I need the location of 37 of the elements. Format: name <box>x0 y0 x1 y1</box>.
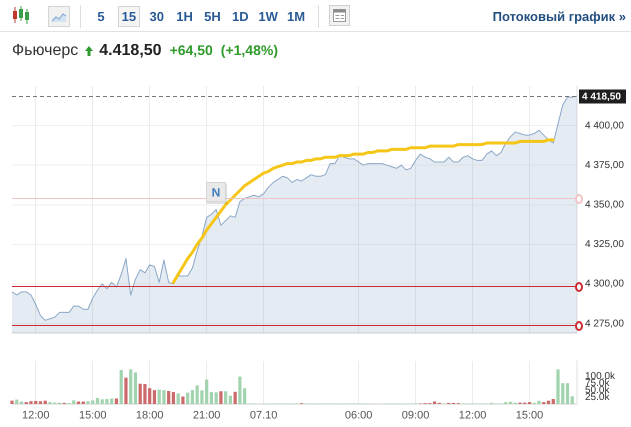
y-tick-label: 4 275,00 <box>585 318 624 330</box>
text: 15 <box>118 6 140 27</box>
text: 5 <box>96 8 106 26</box>
bar <box>234 392 237 404</box>
y-tick-label: 4 400,00 <box>585 120 624 132</box>
text: 1M <box>286 8 306 26</box>
x-tick-label: 12:00 <box>22 410 50 422</box>
y-tick-label: 4 325,00 <box>585 239 624 250</box>
text: 30 <box>148 8 165 26</box>
text: 5H <box>203 8 222 26</box>
annotation: N <box>212 185 220 200</box>
ref-line-label: 4 418,50 <box>582 91 622 102</box>
x-tick-label: 09:00 <box>402 410 430 422</box>
text: 1W <box>257 8 279 26</box>
x-tick-label: 18:00 <box>136 410 164 422</box>
text: 1D <box>230 8 250 26</box>
bar <box>219 391 223 404</box>
bar <box>120 370 123 404</box>
bar <box>124 378 128 404</box>
text: 1H <box>175 8 194 26</box>
x-tick-label: 07.10 <box>250 410 278 422</box>
y-tick-label: 4 350,00 <box>585 200 624 210</box>
x-tick-label: 15:00 <box>516 410 544 422</box>
chart-title: Фьючерс <box>12 42 78 60</box>
x-tick-label: 06:00 <box>344 410 372 422</box>
bar <box>114 398 118 404</box>
y-tick-label: 25.0k <box>585 392 610 403</box>
chart-subtitle: 4.418,50 +64,50 (+1,48%) <box>99 42 278 60</box>
y-tick-label: 4 375,00 <box>585 160 624 171</box>
bar <box>10 400 14 404</box>
bar <box>176 393 180 404</box>
text: Потоковый график » <box>492 8 626 26</box>
y-tick-label: 4 300,00 <box>585 278 624 290</box>
x-tick-label: 12:00 <box>458 410 486 422</box>
bar <box>181 396 185 404</box>
x-tick-label: 21:00 <box>192 410 220 422</box>
x-tick-label: 15:00 <box>78 410 106 422</box>
